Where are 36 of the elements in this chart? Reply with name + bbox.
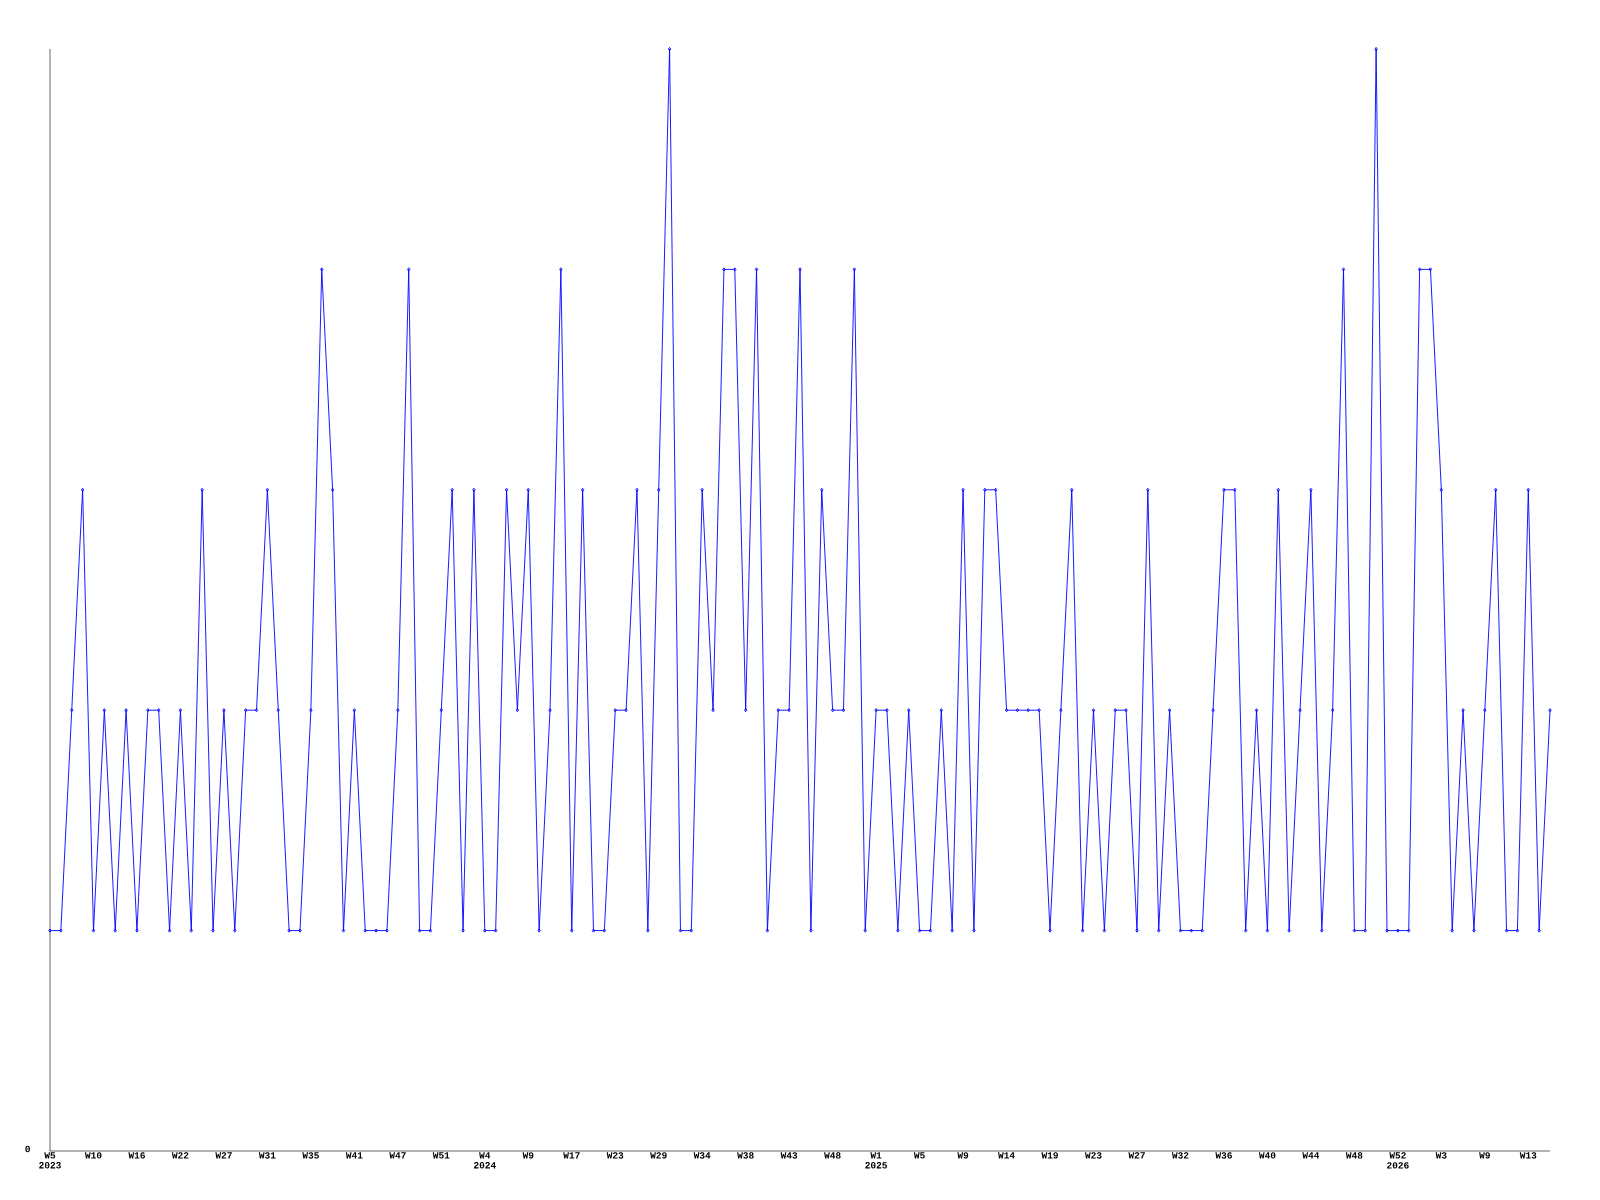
- x-tick-label: W43: [780, 1152, 798, 1159]
- x-tick-label: W52 2026: [1387, 1152, 1409, 1169]
- x-tick-label: W23: [606, 1152, 624, 1159]
- x-tick-label: W16: [128, 1152, 145, 1159]
- x-tick-label: W31: [258, 1152, 276, 1159]
- x-tick-label: W17: [563, 1152, 580, 1159]
- x-tick-label: W10: [84, 1152, 102, 1159]
- x-tick-label: W38: [737, 1152, 754, 1159]
- x-tick-label: W22: [171, 1152, 189, 1159]
- x-tick-label: W5: [913, 1152, 925, 1159]
- x-tick-label: W41: [345, 1152, 363, 1159]
- x-tick-label: W44: [1302, 1152, 1320, 1159]
- x-tick-label: W27: [215, 1152, 232, 1159]
- x-tick-label: W32: [1171, 1152, 1189, 1159]
- x-tick-label: W29: [650, 1152, 667, 1159]
- x-tick-label: W9: [957, 1152, 969, 1159]
- x-tick-label: W48: [1345, 1152, 1363, 1159]
- x-tick-label: W36: [1215, 1152, 1232, 1159]
- x-tick-label: W9: [522, 1152, 534, 1159]
- x-tick-label: W4 2024: [474, 1152, 496, 1169]
- x-tick-label: W48: [824, 1152, 841, 1159]
- x-tick-label: W34: [693, 1152, 711, 1159]
- x-tick-label: W5 2023: [39, 1152, 61, 1169]
- text: 0: [25, 1145, 30, 1153]
- x-tick-label: W47: [389, 1152, 406, 1159]
- x-tick-label: W35: [302, 1152, 319, 1159]
- x-tick-label: W3: [1435, 1152, 1447, 1159]
- x-tick-label: W23: [1084, 1152, 1102, 1159]
- x-tick-label: W40: [1258, 1152, 1276, 1159]
- x-tick-label: W13: [1519, 1152, 1537, 1159]
- x-tick-label: W9: [1479, 1152, 1490, 1159]
- x-tick-label: W19: [1041, 1152, 1058, 1159]
- x-tick-label: W51: [432, 1152, 450, 1159]
- x-tick-label: W14: [998, 1152, 1015, 1159]
- x-tick-label: W27: [1128, 1152, 1145, 1159]
- x-tick-label: W1 2025: [865, 1152, 887, 1169]
